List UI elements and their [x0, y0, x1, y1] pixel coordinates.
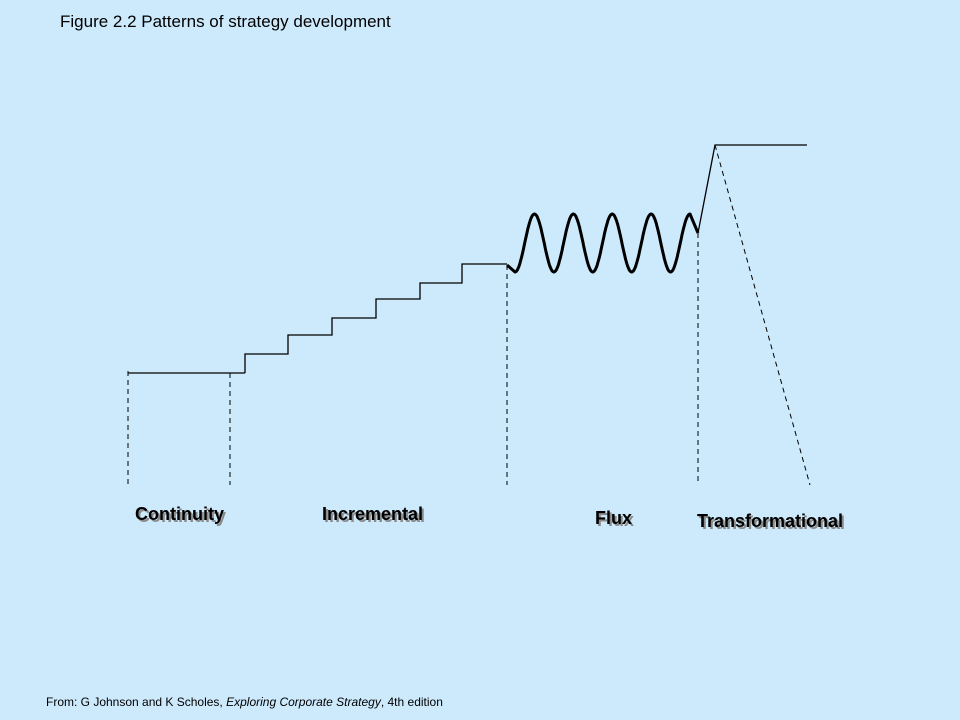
- transformational-line: [697, 144, 807, 234]
- source-prefix: From: G Johnson and K Scholes,: [46, 695, 227, 709]
- flux-label: Flux: [595, 508, 633, 528]
- source-suffix: , 4th edition: [380, 695, 443, 709]
- figure-title: Figure 2.2 Patterns of strategy developm…: [60, 12, 391, 31]
- source-book-title: Exploring Corporate Strategy: [226, 695, 381, 709]
- flux-wave: [506, 212, 700, 274]
- divider-transformational-diagonal: [714, 144, 811, 486]
- incremental-label: Incremental: [322, 504, 424, 524]
- incremental-steps: [244, 263, 507, 373]
- continuity-label: Continuity: [135, 504, 224, 524]
- transformational-label: Transformational: [697, 511, 844, 531]
- source-citation: From: G Johnson and K Scholes, Exploring…: [46, 695, 443, 709]
